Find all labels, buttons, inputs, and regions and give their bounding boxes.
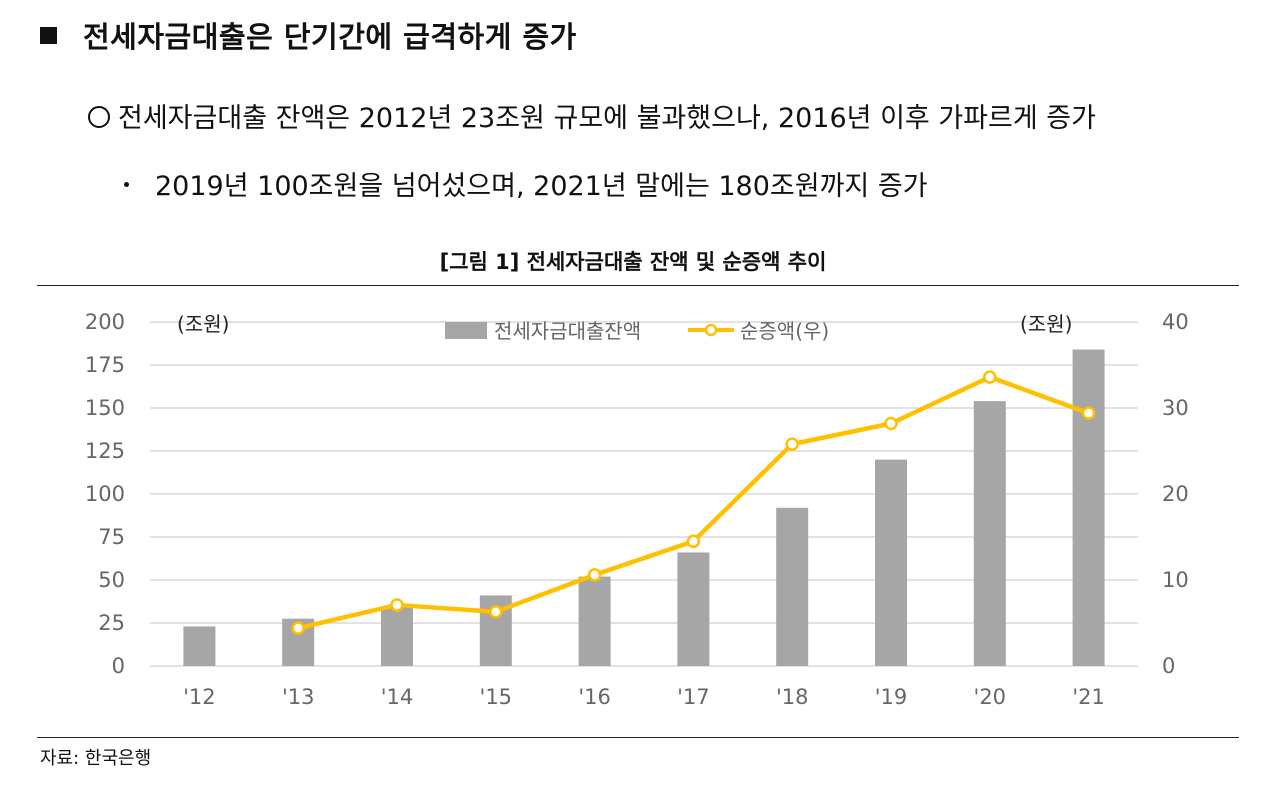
right-axis-tick-label: 20	[1162, 482, 1189, 506]
line-point	[785, 437, 799, 451]
x-axis-tick-label: '17	[677, 685, 710, 709]
line-point	[587, 568, 602, 582]
bar	[776, 507, 809, 666]
x-axis-tick-label: '13	[282, 685, 315, 709]
bar-series	[183, 349, 1105, 666]
figure-bottom-rule	[37, 737, 1239, 738]
grid-lines	[150, 321, 1138, 667]
bullet-point-2-text: 2019년 100조원을 넘어섰으며, 2021년 말에는 180조원까지 증가	[155, 171, 928, 202]
x-axis-tick-label: '12	[183, 685, 216, 709]
figure-title: [그림 1] 전세자금대출 잔액 및 순증액 추이	[439, 250, 827, 274]
left-axis-tick-label: 200	[85, 310, 125, 334]
legend: 전세자금대출잔액 순증액(우)	[445, 319, 829, 343]
line-point	[1081, 406, 1096, 420]
square-bullet-icon	[40, 27, 57, 44]
legend-line-label: 순증액(우)	[740, 319, 829, 343]
left-axis-tick-label: 125	[85, 439, 125, 463]
legend-bar-label: 전세자금대출잔액	[494, 319, 641, 343]
bar	[677, 552, 710, 666]
legend-bar-swatch	[445, 322, 487, 339]
left-axis-tick-label: 100	[85, 482, 125, 506]
left-axis-tick-label: 50	[98, 568, 125, 592]
left-axis-unit: (조원)	[177, 312, 229, 336]
line-point	[884, 416, 898, 431]
left-axis-ticks: 0 25 50 75 100 125 150 175 200	[85, 310, 125, 678]
right-axis-tick-label: 0	[1162, 654, 1175, 678]
source-note: 자료: 한국은행	[40, 748, 152, 769]
left-axis-tick-label: 0	[112, 654, 125, 678]
bar	[578, 576, 611, 666]
line-point	[686, 534, 701, 549]
left-axis-tick-label: 175	[85, 353, 125, 377]
legend-line-marker	[704, 323, 718, 337]
line-point	[489, 605, 503, 619]
headline-text: 전세자금대출은 단기간에 급격하게 증가	[83, 20, 577, 54]
headline: 전세자금대출은 단기간에 급격하게 증가	[40, 14, 577, 56]
bar	[973, 401, 1006, 666]
right-axis-tick-label: 30	[1162, 396, 1189, 420]
left-axis-tick-label: 75	[98, 525, 125, 549]
bar	[875, 459, 907, 666]
right-axis-tick-label: 40	[1162, 310, 1189, 334]
bar	[183, 626, 216, 666]
x-axis-tick-label: '21	[1072, 685, 1105, 709]
dot-bullet-icon	[124, 182, 129, 187]
left-axis-tick-label: 150	[85, 396, 125, 420]
bullet-point-2: 2019년 100조원을 넘어섰으며, 2021년 말에는 180조원까지 증가	[124, 164, 928, 203]
left-axis-tick-label: 25	[98, 611, 125, 635]
right-axis-ticks: 0 10 20 30 40	[1162, 310, 1189, 678]
right-axis-unit: (조원)	[1020, 312, 1072, 336]
x-axis-tick-label: '16	[578, 685, 611, 709]
line-point	[390, 598, 404, 612]
x-axis-tick-label: '18	[776, 685, 809, 709]
bar	[1072, 349, 1105, 666]
bullet-point-1-text: 전세자금대출 잔액은 2012년 23조원 규모에 불과했으나, 2016년 이…	[118, 103, 1096, 134]
line-series	[291, 370, 1096, 635]
x-axis-tick-label: '20	[974, 685, 1007, 709]
x-axis-ticks: '12 '13 '14 '15 '16 '17 '18 '19 '20 '21	[183, 685, 1105, 709]
x-axis-tick-label: '15	[480, 685, 513, 709]
right-axis-tick-label: 10	[1162, 568, 1189, 592]
circle-bullet-icon	[88, 106, 110, 128]
x-axis-tick-label: '19	[875, 685, 908, 709]
bullet-point-1: 전세자금대출 잔액은 2012년 23조원 규모에 불과했으나, 2016년 이…	[88, 96, 1096, 135]
figure-top-rule	[37, 285, 1239, 286]
line-point	[983, 370, 997, 384]
line-point	[291, 621, 305, 635]
bar	[381, 607, 413, 666]
x-axis-tick-label: '14	[381, 685, 414, 709]
